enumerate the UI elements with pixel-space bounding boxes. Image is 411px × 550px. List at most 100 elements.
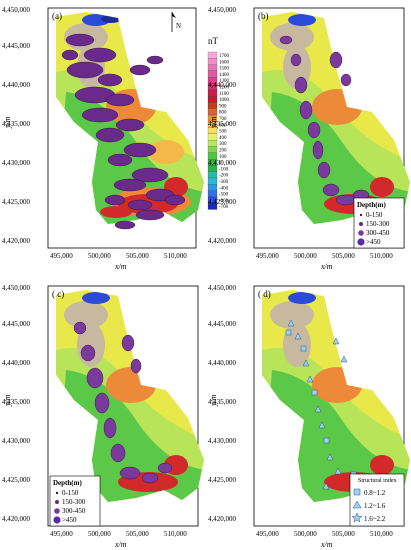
colorbar-tick: -500: [219, 193, 229, 198]
colorbar-tick: 1400: [219, 73, 230, 78]
y-tick: 4,425,000: [208, 198, 237, 206]
x-tick: 500,000: [88, 530, 111, 538]
colorbar-tick: -200: [219, 174, 229, 179]
x-tick: 500,000: [88, 252, 111, 260]
legend-title: Structural index: [358, 478, 397, 484]
y-tick: 4,440,000: [2, 81, 31, 89]
colorbar-swatch: [207, 58, 218, 65]
x-tick: 505,000: [126, 530, 149, 538]
y-tick: 4,440,000: [208, 81, 237, 89]
x-tick: 495,000: [50, 252, 73, 260]
colorbar-tick: 300: [219, 142, 227, 147]
colorbar-swatch: [207, 146, 218, 153]
y-tick: 4,430,000: [208, 159, 237, 167]
y-tick: 4,435,000: [2, 120, 31, 128]
colorbar-ticks: 1700160015001400130012001100100090080070…: [219, 54, 230, 210]
panel-label: ( c): [52, 289, 64, 299]
colorbar-tick: 1300: [219, 79, 230, 84]
panel-label: ( d): [258, 289, 271, 299]
colorbar-tick: 800: [219, 111, 227, 116]
y-tick: 4,425,000: [208, 476, 237, 484]
y-tick: 4,445,000: [2, 320, 31, 328]
y-tick: 4,425,000: [2, 198, 31, 206]
colorbar-tick: 100: [219, 155, 227, 160]
colorbar-swatch: [207, 190, 218, 198]
panel-c: 4,450,000 4,445,000 4,440,000 4,435,000 …: [2, 284, 204, 549]
colorbar-tick: 900: [219, 104, 227, 109]
colorbar-tick: 1000: [219, 98, 230, 103]
x-tick: 510,000: [370, 530, 393, 538]
y-tick: 4,425,000: [2, 476, 31, 484]
square-icon: [353, 488, 361, 496]
depth-legend: Depth(m) 0-150 150-300 300-450 >450: [353, 197, 405, 249]
panel-label: (a): [52, 11, 62, 21]
y-tick: 4,430,000: [208, 437, 237, 445]
depth-legend: Depth(m) 0-150 150-300 300-450 >450: [49, 475, 101, 527]
y-tick: 4,450,000: [208, 6, 237, 14]
x-tick: 500,000: [294, 530, 317, 538]
colorbar-tick: 600: [219, 123, 227, 128]
x-tick: 505,000: [332, 530, 355, 538]
euler-solutions: [61, 33, 186, 230]
x-tick: 505,000: [126, 252, 149, 260]
legend-item: 300-450: [62, 507, 86, 515]
y-tick-labels: 4,450,000 4,445,000 4,440,000 4,435,000 …: [2, 6, 31, 245]
colorbar-tick: -100: [219, 167, 229, 172]
colorbar-tick: 1700: [219, 54, 230, 59]
y-tick: 4,420,000: [2, 237, 31, 245]
y-tick: 4,450,000: [2, 284, 31, 292]
north-arrow-icon: N: [171, 12, 181, 32]
legend-item: 150-300: [62, 498, 86, 506]
legend-item: 300-450: [366, 229, 390, 237]
x-tick: 495,000: [256, 530, 279, 538]
colorbar-unit: nT: [208, 36, 219, 46]
x-tick: 510,000: [164, 530, 187, 538]
colorbar-tick: 500: [219, 130, 227, 135]
y-tick: 4,420,000: [2, 515, 31, 523]
colorbar: nT 1700160015001400130012001100100090080…: [207, 36, 230, 210]
colorbar-swatch: [207, 51, 218, 59]
x-tick: 495,000: [256, 252, 279, 260]
x-axis-label: x/m: [114, 262, 127, 271]
colorbar-swatch: [207, 95, 218, 103]
y-tick: 4,435,000: [208, 398, 237, 406]
y-tick: 4,420,000: [208, 515, 237, 523]
colorbar-swatch: [207, 177, 218, 185]
x-tick: 495,000: [50, 530, 73, 538]
x-axis-label: x/m: [114, 540, 127, 549]
colorbar-swatch: [207, 184, 218, 191]
y-axis-label: y/m: [3, 394, 12, 407]
panel-label: (b): [258, 11, 269, 21]
x-axis-label: x/m: [320, 262, 333, 271]
x-tick: 510,000: [164, 252, 187, 260]
x-tick: 500,000: [294, 252, 317, 260]
triangle-icon: [352, 500, 362, 509]
colorbar-tick: 1100: [219, 92, 229, 97]
euler-solutions: [73, 321, 173, 484]
colorbar-swatch: [207, 102, 218, 109]
legend-item: 0-150: [366, 211, 383, 219]
colorbar-tick: 400: [219, 136, 227, 141]
y-tick: 4,420,000: [208, 237, 237, 245]
x-tick: 505,000: [332, 252, 355, 260]
colorbar-swatch: [207, 133, 218, 141]
y-tick: 4,440,000: [208, 359, 237, 367]
panel-a: 4,450,000 4,445,000 4,440,000 4,435,000 …: [0, 0, 205, 275]
colorbar-swatch: [207, 108, 218, 116]
panel-d: 4,450,000 4,445,000 4,440,000 4,435,000 …: [208, 284, 410, 549]
structural-index-legend: Structural index 0.8~1.2 1.2~1.6 1.6~2.2: [349, 473, 405, 527]
colorbar-tick: -300: [219, 180, 229, 185]
y-axis-label: y/m: [209, 394, 218, 407]
x-tick-labels: 495,000 500,000 505,000 510,000: [50, 252, 187, 260]
colorbar-tick: 0: [219, 161, 222, 166]
colorbar-tick: 1200: [219, 86, 230, 91]
colorbar-tick: -600: [219, 199, 229, 204]
y-tick: 4,450,000: [208, 284, 237, 292]
colorbar-swatch: [207, 140, 218, 147]
y-axis-label: y/m: [3, 116, 12, 129]
y-tick: 4,430,000: [2, 437, 31, 445]
colorbar-tick: -700: [219, 205, 229, 210]
legend-item: 1.2~1.6: [364, 502, 386, 510]
x-tick: 510,000: [370, 252, 393, 260]
